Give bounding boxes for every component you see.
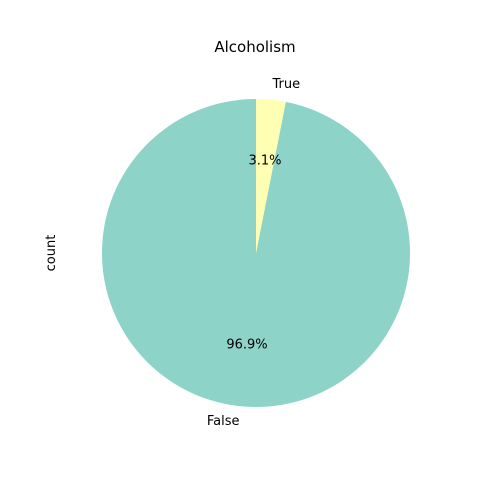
pie-slice-false: [102, 99, 410, 407]
pie-slices: [102, 99, 410, 407]
pie-category-label-false: False: [207, 414, 240, 429]
pie-percent-label-true: 3.1%: [248, 154, 281, 169]
y-axis-label: count: [44, 235, 59, 272]
pie-category-label-true: True: [271, 77, 300, 92]
pie-percent-label-false: 96.9%: [226, 337, 267, 352]
chart-title: Alcoholism: [214, 38, 295, 56]
